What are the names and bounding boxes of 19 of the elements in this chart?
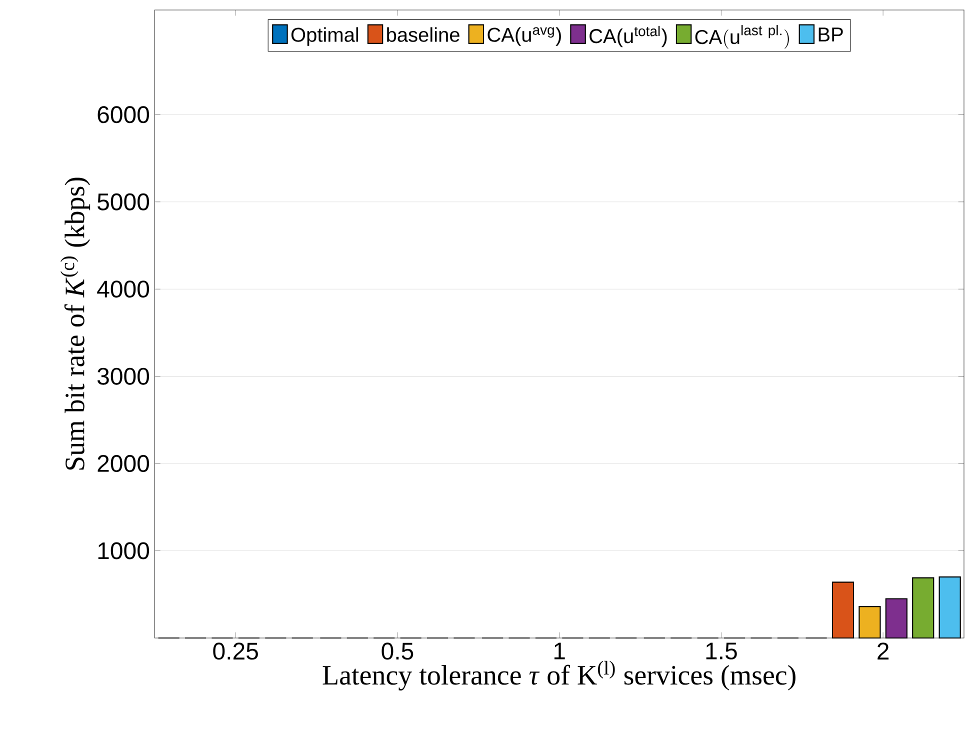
y-tick-label: 4000 <box>97 280 150 298</box>
x-tick-label: 0.25 <box>213 642 258 660</box>
x-tick-label: 0.5 <box>382 642 414 660</box>
y-tick-label: 6000 <box>98 106 150 124</box>
y-tick-label: 3000 <box>97 368 150 385</box>
x-tick-label: 1.5 <box>706 642 737 660</box>
x-tick-label: 1 <box>554 642 565 660</box>
x-axis-title: Latency tolerance τ of K$^{(l)}$ services (msec) <box>322 660 796 691</box>
y-tick-label: 5000 <box>98 193 150 210</box>
x-tick-label: 2 <box>878 642 889 660</box>
legend-label: baseline <box>387 27 460 42</box>
y-axis-title: Sum bit rate of K$^{(c)}$ (kbps) <box>60 178 90 470</box>
legend-label: CA(u$^{total}$) <box>590 26 667 48</box>
legend-label: CA(u$^{avg}$) <box>488 27 561 46</box>
legend-label: Optimal <box>291 27 358 46</box>
legend-label: $\mathrm{CA(u}^{\mathrm{last\ pl.}}\mathrm{)}$ <box>695 25 789 49</box>
y-tick-label: 1000 <box>98 542 150 560</box>
legend-label: BP <box>818 28 843 42</box>
y-tick-label: 2000 <box>98 455 150 472</box>
